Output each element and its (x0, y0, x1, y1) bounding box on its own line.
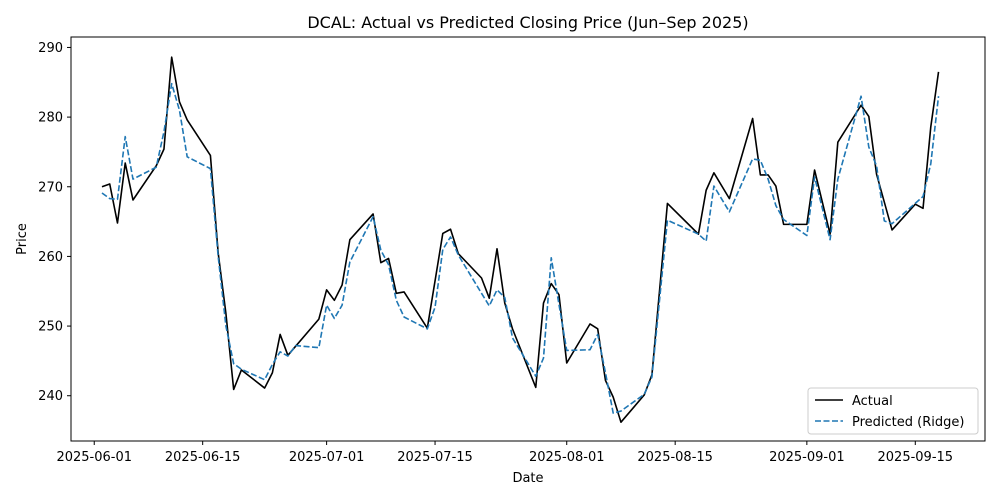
x-axis-title: Date (512, 471, 543, 486)
plot-frame (70, 36, 986, 442)
legend-box (807, 387, 979, 435)
plot-area (70, 36, 986, 442)
x-tick-label: 2025-09-01 (769, 450, 845, 465)
y-tick-label: 260 (38, 250, 63, 265)
x-tick-label: 2025-06-01 (56, 450, 132, 465)
series-line-actual (101, 56, 940, 423)
series-layer (101, 56, 940, 423)
legend-label-actual: Actual (852, 394, 893, 409)
x-tick-label: 2025-08-01 (529, 450, 605, 465)
y-tick-label: 290 (38, 41, 63, 56)
y-axis-title: Price (15, 223, 30, 255)
legend: Actual Predicted (Ridge) (807, 387, 979, 435)
x-tick-label: 2025-07-01 (289, 450, 365, 465)
y-tick-label: 270 (38, 180, 63, 195)
x-tick-label: 2025-08-15 (637, 450, 713, 465)
y-tick-label: 280 (38, 111, 63, 126)
x-tick-label: 2025-09-15 (878, 450, 954, 465)
x-tick-label: 2025-07-15 (397, 450, 473, 465)
y-tick-label: 240 (38, 389, 63, 404)
x-axis: 2025-06-01 2025-06-15 2025-07-01 2025-07-15… (56, 441, 953, 465)
chart-title: DCAL: Actual vs Predicted Closing Price … (307, 13, 748, 32)
y-tick-label: 250 (38, 320, 63, 335)
x-tick-label: 2025-06-15 (165, 450, 241, 465)
y-axis: 240 250 260 270 280 290 (38, 41, 71, 404)
legend-label-predicted: Predicted (Ridge) (852, 415, 964, 430)
